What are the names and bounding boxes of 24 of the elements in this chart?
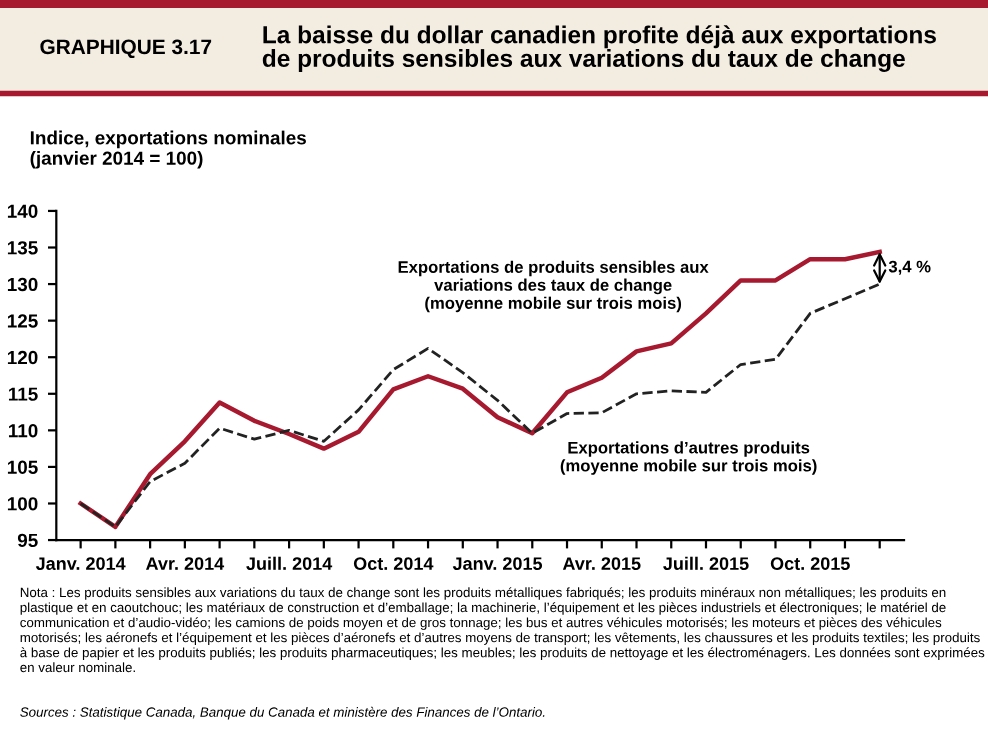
y-tick-label: 120 <box>7 350 38 365</box>
y-tick-label: 125 <box>7 314 38 328</box>
x-tick-label: Janv. 2014 <box>35 557 126 570</box>
x-tick-label: Avr. 2015 <box>562 557 641 570</box>
y-axis-title: Indice, exportations nominales (janvier 2014 = 100) <box>30 130 306 169</box>
y-tick-label: 140 <box>7 204 38 218</box>
series-label: Exportations de produits sensibles aux variations des taux de change (moyenne mobile sur trois mois) <box>398 260 709 313</box>
x-tick-label: Juill. 2014 <box>246 556 333 570</box>
annotation: 3,4 % <box>888 260 931 275</box>
y-tick-label: 130 <box>7 277 38 292</box>
y-tick-label: 100 <box>7 497 38 511</box>
x-tick-label: Avr. 2014 <box>145 557 225 570</box>
y-tick-label: 115 <box>8 387 38 401</box>
x-tick-label: Juill. 2015 <box>663 556 749 570</box>
y-tick-label: 105 <box>7 460 38 474</box>
y-tick-label: 135 <box>7 241 38 255</box>
x-tick-label: Oct. 2014 <box>353 557 434 570</box>
y-tick-label: 110 <box>8 424 38 438</box>
x-tick-label: Oct. 2015 <box>770 557 850 570</box>
series-label: Exportations d’autres produits (moyenne mobile sur trois mois) <box>560 441 817 475</box>
y-tick-label: 95 <box>17 533 38 548</box>
chart-subtitle: GRAPHIQUE 3.17 <box>40 39 212 59</box>
x-tick-label: Janv. 2015 <box>452 557 543 570</box>
chart-title: La baisse du dollar canadien profite déjà aux exportations de produits sensibles aux variations du taux de change <box>262 25 936 73</box>
